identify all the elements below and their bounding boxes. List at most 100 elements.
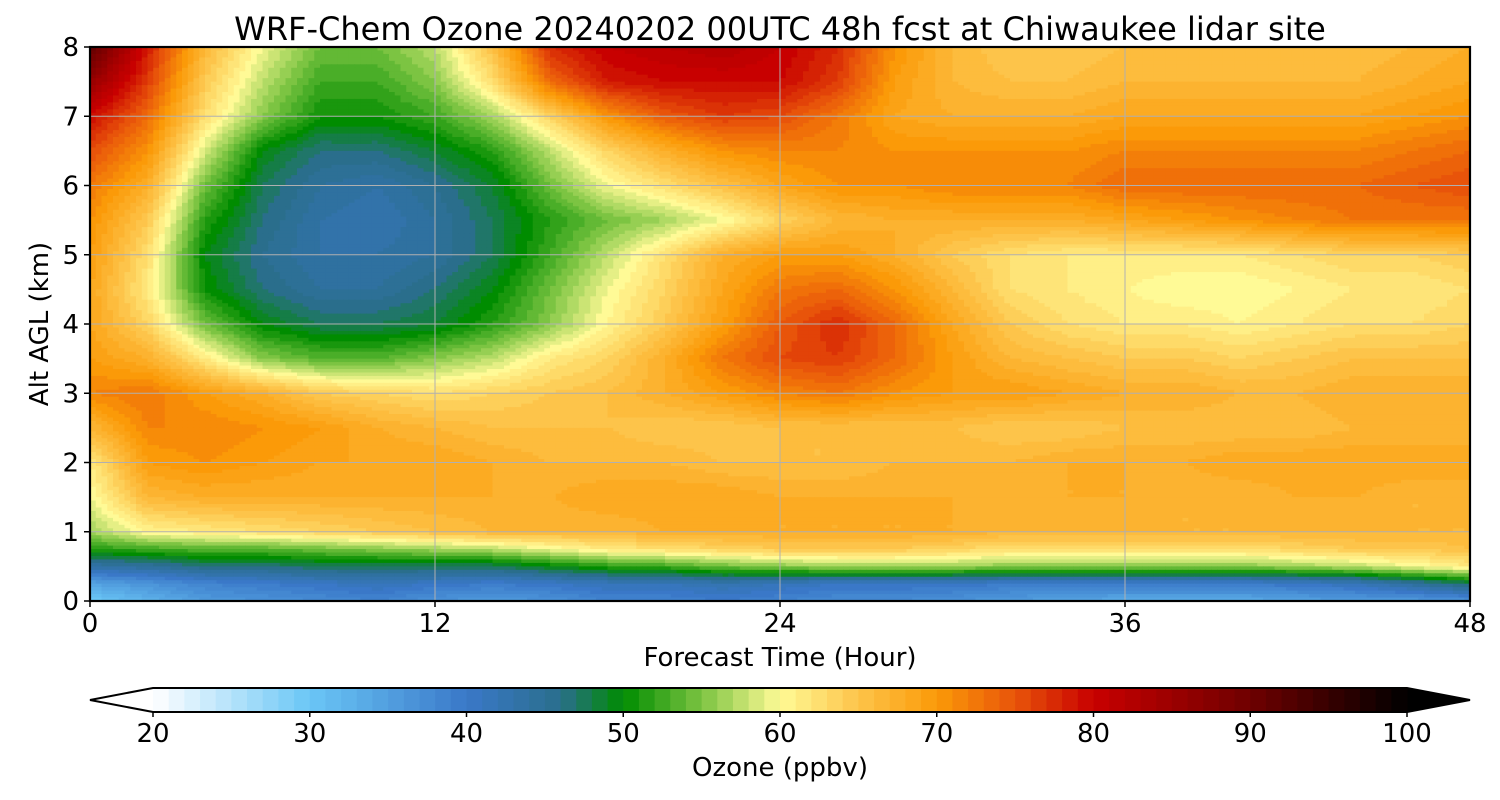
- heatmap-cell: [1079, 54, 1085, 58]
- heatmap-cell: [780, 109, 786, 113]
- heatmap-cell: [711, 106, 717, 110]
- heatmap-cell: [878, 106, 884, 110]
- heatmap-cell: [1079, 89, 1085, 93]
- heatmap-cell: [677, 75, 683, 79]
- heatmap-cell: [1188, 109, 1194, 113]
- heatmap-cell: [579, 82, 585, 86]
- heatmap-cell: [418, 99, 424, 103]
- heatmap-cell: [1056, 54, 1062, 58]
- heatmap-cell: [142, 64, 148, 68]
- heatmap-cell: [740, 75, 746, 79]
- heatmap-cell: [792, 50, 798, 54]
- heatmap-cell: [855, 89, 861, 93]
- heatmap-cell: [176, 82, 182, 86]
- heatmap-cell: [953, 95, 959, 99]
- heatmap-cell: [792, 75, 798, 79]
- heatmap-cell: [510, 57, 516, 61]
- heatmap-cell: [504, 85, 510, 89]
- heatmap-cell: [573, 57, 579, 61]
- heatmap-cell: [987, 89, 993, 93]
- heatmap-cell: [608, 85, 614, 89]
- heatmap-cell: [470, 75, 476, 79]
- heatmap-cell: [596, 75, 602, 79]
- heatmap-cell: [970, 102, 976, 106]
- heatmap-cell: [1326, 99, 1332, 103]
- heatmap-cell: [1206, 102, 1212, 106]
- heatmap-cell: [222, 92, 228, 96]
- heatmap-cell: [1148, 64, 1154, 68]
- heatmap-cell: [792, 89, 798, 93]
- heatmap-cell: [452, 116, 458, 120]
- heatmap-cell: [205, 54, 211, 58]
- heatmap-cell: [487, 106, 493, 110]
- heatmap-cell: [1131, 75, 1137, 79]
- heatmap-cell: [1459, 95, 1465, 99]
- heatmap-cell: [1085, 89, 1091, 93]
- heatmap-cell: [884, 61, 890, 65]
- heatmap-cell: [717, 68, 723, 72]
- heatmap-cell: [1223, 85, 1229, 89]
- heatmap-cell: [1447, 64, 1453, 68]
- heatmap-cell: [1137, 116, 1143, 120]
- heatmap-cell: [1177, 54, 1183, 58]
- heatmap-cell: [1453, 75, 1459, 79]
- heatmap-cell: [585, 95, 591, 99]
- heatmap-cell: [671, 54, 677, 58]
- heatmap-cell: [907, 109, 913, 113]
- heatmap-cell: [849, 116, 855, 120]
- heatmap-cell: [740, 71, 746, 75]
- heatmap-cell: [1050, 109, 1056, 113]
- heatmap-cell: [1459, 89, 1465, 93]
- heatmap-cell: [142, 85, 148, 89]
- heatmap-cell: [464, 71, 470, 75]
- heatmap-cell: [832, 92, 838, 96]
- heatmap-cell: [199, 50, 205, 54]
- heatmap-cell: [1321, 64, 1327, 68]
- heatmap-cell: [1298, 89, 1304, 93]
- heatmap-cell: [832, 89, 838, 93]
- heatmap-cell: [119, 116, 125, 120]
- heatmap-cell: [263, 57, 269, 61]
- heatmap-cell: [544, 78, 550, 82]
- heatmap-cell: [458, 57, 464, 61]
- heatmap-cell: [1183, 92, 1189, 96]
- heatmap-cell: [596, 71, 602, 75]
- heatmap-cell: [1223, 75, 1229, 79]
- heatmap-cell: [286, 109, 292, 113]
- heatmap-cell: [406, 64, 412, 68]
- heatmap-cell: [665, 89, 671, 93]
- heatmap-cell: [1349, 57, 1355, 61]
- heatmap-cell: [1131, 85, 1137, 89]
- heatmap-cell: [1459, 99, 1465, 103]
- heatmap-cell: [924, 61, 930, 65]
- heatmap-cell: [1355, 85, 1361, 89]
- heatmap-cell: [228, 50, 234, 54]
- heatmap-cell: [1188, 116, 1194, 120]
- heatmap-cell: [1125, 85, 1131, 89]
- heatmap-cell: [1372, 92, 1378, 96]
- heatmap-cell: [1234, 92, 1240, 96]
- heatmap-cell: [1298, 102, 1304, 106]
- heatmap-cell: [1033, 116, 1039, 120]
- heatmap-cell: [320, 64, 326, 68]
- heatmap-cell: [452, 89, 458, 93]
- heatmap-cell: [573, 106, 579, 110]
- heatmap-cell: [585, 54, 591, 58]
- heatmap-cell: [194, 71, 200, 75]
- heatmap-cell: [349, 99, 355, 103]
- heatmap-cell: [740, 57, 746, 61]
- heatmap-cell: [1022, 89, 1028, 93]
- heatmap-cell: [1068, 89, 1074, 93]
- heatmap-cell: [1309, 71, 1315, 75]
- heatmap-cell: [159, 82, 165, 86]
- heatmap-cell: [751, 75, 757, 79]
- heatmap-cell: [1292, 64, 1298, 68]
- heatmap-cell: [228, 85, 234, 89]
- heatmap-cell: [452, 95, 458, 99]
- heatmap-cell: [740, 61, 746, 65]
- heatmap-cell: [130, 61, 136, 65]
- heatmap-cell: [740, 95, 746, 99]
- heatmap-cell: [1390, 57, 1396, 61]
- heatmap-cell: [711, 95, 717, 99]
- heatmap-cell: [1102, 78, 1108, 82]
